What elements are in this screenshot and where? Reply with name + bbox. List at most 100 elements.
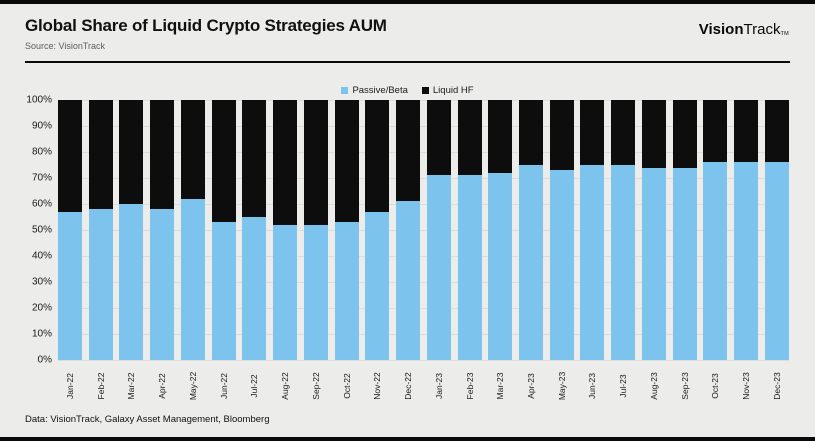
bar-segment-liquid-hf <box>457 100 482 176</box>
x-tick-label: Jan-22 <box>58 362 82 410</box>
x-tick-text: Mar-22 <box>126 372 137 400</box>
x-tick-text: Jun-22 <box>218 373 229 399</box>
bar-segment-liquid-hf <box>549 100 574 171</box>
stacked-bar <box>672 100 697 360</box>
logo-bold-part: Vision <box>698 21 744 38</box>
stacked-bar <box>703 100 728 360</box>
bar-segment-liquid-hf <box>703 100 728 163</box>
x-tick-label: Mar-22 <box>119 362 143 410</box>
bar-segment-liquid-hf <box>242 100 267 217</box>
bar-segment-passive-beta <box>457 175 482 360</box>
bar-segment-passive-beta <box>334 222 359 360</box>
header-divider <box>25 61 790 63</box>
y-tick-label: 60% <box>31 198 52 210</box>
x-tick-label: Oct-22 <box>335 362 359 410</box>
stacked-bar <box>734 100 759 360</box>
x-tick-label: Jul-22 <box>242 362 266 410</box>
x-tick-label: Nov-23 <box>734 362 758 410</box>
bar-segment-liquid-hf <box>396 100 421 202</box>
logo-trademark: TM <box>780 31 789 37</box>
x-tick-label: Apr-22 <box>150 362 174 410</box>
stacked-bar <box>88 100 113 360</box>
x-tick-label: Feb-22 <box>89 362 113 410</box>
stacked-bar <box>365 100 390 360</box>
source-label: Source: VisionTrack <box>25 41 106 51</box>
bar-segment-liquid-hf <box>211 100 236 223</box>
stacked-bar <box>303 100 328 360</box>
bar-segment-liquid-hf <box>426 100 451 176</box>
bar-segment-passive-beta <box>180 198 205 360</box>
x-axis: Jan-22 Feb-22 Mar-22 Apr-22 May-22 Jun-22 Jul-… <box>58 362 789 410</box>
bar-segment-passive-beta <box>150 209 175 360</box>
x-tick-text: Oct-22 <box>341 373 352 399</box>
legend-item: Passive/Beta <box>341 85 408 96</box>
x-tick-label: Jan-23 <box>427 362 451 410</box>
legend-label: Passive/Beta <box>352 85 408 96</box>
x-tick-label: Aug-22 <box>273 362 297 410</box>
plot-area <box>58 100 789 361</box>
bar-segment-passive-beta <box>549 170 574 360</box>
stacked-bar <box>764 100 789 360</box>
x-tick-text: Jun-23 <box>587 373 598 399</box>
bar-segment-passive-beta <box>611 165 636 360</box>
stacked-bar <box>396 100 421 360</box>
stacked-bar <box>519 100 544 360</box>
data-attribution: Data: VisionTrack, Galaxy Asset Manageme… <box>25 414 270 425</box>
x-tick-label: Mar-23 <box>488 362 512 410</box>
bar-segment-liquid-hf <box>519 100 544 165</box>
x-tick-label: Jul-23 <box>611 362 635 410</box>
stacked-bar <box>58 100 82 360</box>
stacked-bar <box>211 100 236 360</box>
bar-segment-liquid-hf <box>580 100 605 165</box>
x-tick-text: Sep-22 <box>310 372 321 400</box>
stacked-bar <box>334 100 359 360</box>
bar-segment-passive-beta <box>641 167 666 360</box>
x-tick-label: Dec-22 <box>396 362 420 410</box>
bar-segment-liquid-hf <box>365 100 390 212</box>
x-tick-text: Jul-22 <box>249 374 260 398</box>
y-tick-label: 30% <box>31 276 52 288</box>
y-tick-label: 80% <box>31 146 52 158</box>
x-tick-text: Nov-22 <box>372 372 383 400</box>
x-tick-text: Mar-23 <box>495 372 506 400</box>
x-tick-text: Jan-22 <box>65 373 75 399</box>
x-tick-text: Oct-23 <box>710 373 721 399</box>
bar-segment-liquid-hf <box>150 100 175 210</box>
y-tick-label: 40% <box>31 250 52 262</box>
y-tick-label: 70% <box>31 172 52 184</box>
x-tick-text: Aug-22 <box>280 372 291 400</box>
stacked-bar <box>119 100 144 360</box>
x-tick-label: Jun-23 <box>580 362 604 410</box>
x-tick-text: Apr-22 <box>157 373 168 399</box>
y-tick-label: 50% <box>31 224 52 236</box>
bar-segment-passive-beta <box>426 175 451 360</box>
bar-segment-liquid-hf <box>273 100 298 225</box>
stacked-bar <box>273 100 298 360</box>
bar-segment-passive-beta <box>488 172 513 360</box>
x-tick-text: Feb-23 <box>464 372 475 400</box>
x-tick-label: Dec-23 <box>765 362 789 410</box>
bar-segment-passive-beta <box>273 224 298 360</box>
legend-item: Liquid HF <box>421 85 474 96</box>
y-tick-label: 10% <box>31 328 52 340</box>
legend-label: Liquid HF <box>432 85 474 96</box>
stacked-bar <box>150 100 175 360</box>
y-tick-label: 20% <box>31 302 52 314</box>
bar-segment-passive-beta <box>88 209 113 360</box>
bar-series <box>58 100 789 360</box>
gridline <box>58 100 789 101</box>
stacked-bar <box>242 100 267 360</box>
bar-segment-passive-beta <box>519 165 544 360</box>
bar-segment-passive-beta <box>703 162 728 360</box>
x-tick-label: May-22 <box>181 362 205 410</box>
x-tick-text: Aug-23 <box>648 372 659 400</box>
bar-segment-liquid-hf <box>734 100 759 163</box>
stacked-bar <box>549 100 574 360</box>
gridline <box>58 126 789 127</box>
bar-segment-liquid-hf <box>119 100 144 204</box>
gridline <box>58 152 789 153</box>
bar-segment-liquid-hf <box>641 100 666 168</box>
gridline <box>58 334 789 335</box>
stacked-bar <box>457 100 482 360</box>
bar-segment-liquid-hf <box>303 100 328 225</box>
